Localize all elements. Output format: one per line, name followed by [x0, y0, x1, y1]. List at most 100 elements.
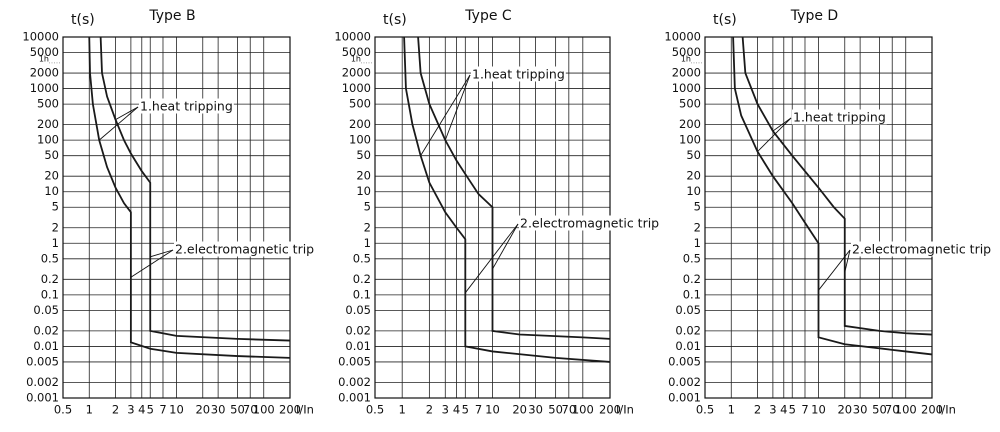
x-tick-label: 50	[230, 403, 245, 417]
x-tick-label: 0.5	[696, 403, 714, 417]
y-tick-label: 2	[694, 220, 701, 234]
x-tick-label: 70	[243, 403, 258, 417]
x-tick-label: 0.5	[366, 403, 384, 417]
annotation-bg	[471, 66, 566, 82]
x-tick-label: 4	[453, 403, 460, 417]
y-tick-label: 0.5	[41, 251, 59, 265]
y-tick-label: 0.1	[353, 287, 371, 301]
y-tick-label: 200	[37, 117, 59, 131]
x-tick-label: 5	[147, 403, 154, 417]
x-tick-label: 100	[895, 403, 917, 417]
x-tick-label: 4	[138, 403, 145, 417]
y-tick-label: 0.005	[26, 354, 59, 368]
leader-line	[98, 106, 139, 141]
y-tick-label: 5000	[342, 45, 371, 59]
y-tick-label: 10000	[22, 30, 59, 44]
x-tick-label: 3	[769, 403, 776, 417]
curve	[99, 36, 291, 342]
plot-border	[62, 36, 291, 399]
leader-line	[492, 223, 519, 270]
x-tick-label: 7	[475, 403, 482, 417]
annotation-bg	[139, 98, 234, 114]
y-tick-label: 0.02	[345, 323, 371, 337]
y-axis-label: t(s)	[71, 12, 95, 28]
curve	[741, 36, 933, 336]
x-tick-label: 70	[885, 403, 900, 417]
y-tick-label: 0.05	[33, 303, 59, 317]
x-tick-label: 30	[853, 403, 868, 417]
y-tick-label: 0.1	[41, 287, 59, 301]
x-tick-label: 2	[426, 403, 433, 417]
x-axis-label: I/In	[616, 403, 634, 417]
y-tick-label: 50	[44, 148, 59, 162]
y-tick-label: 5000	[30, 45, 59, 59]
y-tick-label: 2000	[672, 66, 701, 80]
curve	[88, 36, 291, 359]
y-tick-label: 2000	[30, 66, 59, 80]
y-tick-label: 0.002	[26, 375, 59, 389]
leader-line	[150, 249, 174, 258]
y-tick-label: 5	[52, 200, 59, 214]
leader-line	[420, 74, 471, 156]
y-tick-label: 20	[356, 169, 371, 183]
annotation: 1.heat tripping	[140, 99, 233, 114]
annotation-bg	[851, 241, 993, 257]
y-tick-label: 500	[679, 97, 701, 111]
leader-line	[757, 117, 792, 152]
x-tick-label: 20	[512, 403, 527, 417]
y-tick-label: 200	[349, 117, 371, 131]
y-tick-label: 0.2	[41, 272, 59, 286]
leader-line	[130, 249, 174, 278]
y-tick-label: 0.001	[26, 391, 59, 405]
leader-line	[818, 249, 851, 291]
y-tick-label: 100	[37, 133, 59, 147]
y-tick-label: 200	[679, 117, 701, 131]
x-tick-label: 20	[195, 403, 210, 417]
y-tick-label: 5	[694, 200, 701, 214]
y-tick-label: 20	[44, 169, 59, 183]
y-tick-label: 0.002	[668, 375, 701, 389]
leader-line	[464, 223, 519, 294]
y-tick-label: 0.005	[668, 354, 701, 368]
y-tick-label: 0.01	[675, 339, 701, 353]
x-tick-label: 1	[399, 403, 406, 417]
annotation-bg	[174, 241, 316, 257]
x-tick-label: 4	[780, 403, 787, 417]
x-tick-label: 200	[279, 403, 301, 417]
y-tick-label: 1	[52, 236, 59, 250]
y-tick-label: 2	[364, 220, 371, 234]
x-tick-label: 10	[485, 403, 500, 417]
annotation-bg	[792, 109, 887, 125]
y-tick-label: 50	[686, 148, 701, 162]
y-tick-label: 2	[52, 220, 59, 234]
x-tick-label: 200	[599, 403, 621, 417]
x-tick-label: 70	[562, 403, 577, 417]
annotation: 1.heat tripping	[472, 67, 565, 82]
x-tick-label: 2	[112, 403, 119, 417]
x-axis-label: I/In	[296, 403, 314, 417]
y-tick-label: 0.01	[33, 339, 59, 353]
x-tick-label: 200	[921, 403, 943, 417]
y-tick-label: 0.5	[353, 251, 371, 265]
y-tick-label: 10	[686, 184, 701, 198]
y-axis-label: t(s)	[383, 12, 407, 28]
x-tick-label: 30	[528, 403, 543, 417]
x-tick-label: 20	[837, 403, 852, 417]
leader-line	[115, 106, 139, 121]
curve	[403, 36, 611, 363]
y-tick-label: 1	[364, 236, 371, 250]
y-tick-label: 0.05	[675, 303, 701, 317]
plot-border	[704, 36, 933, 399]
y-tick-label: 100	[349, 133, 371, 147]
y-tick-label: 10000	[334, 30, 371, 44]
y-tick-label: 50	[356, 148, 371, 162]
y-tick-label: 1000	[30, 81, 59, 95]
x-tick-label: 2	[754, 403, 761, 417]
x-axis-label: I/In	[938, 403, 956, 417]
y-tick-label: 1h	[681, 54, 691, 63]
y-tick-label: 0.2	[683, 272, 701, 286]
y-tick-label: 1000	[672, 81, 701, 95]
